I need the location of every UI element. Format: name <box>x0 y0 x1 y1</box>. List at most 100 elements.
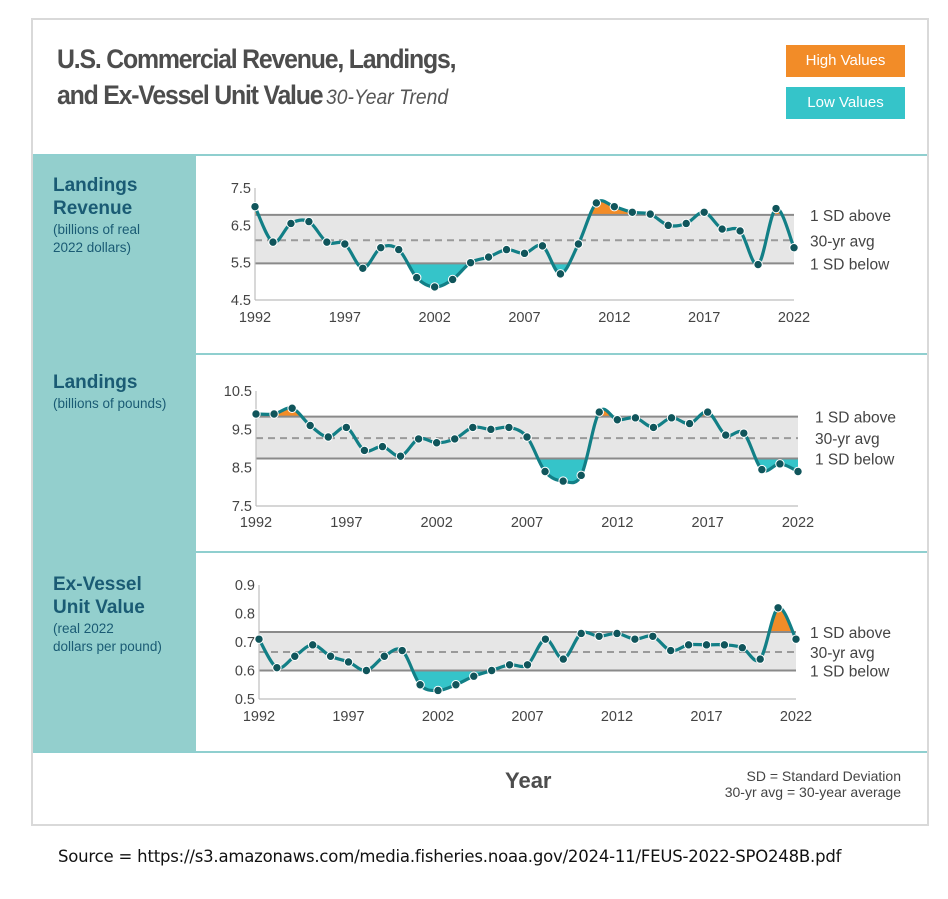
data-point <box>594 631 604 641</box>
data-point <box>412 272 422 283</box>
data-point <box>540 466 550 477</box>
y-tick-label: 7.5 <box>232 499 252 515</box>
data-point <box>323 432 333 442</box>
data-point <box>394 244 404 255</box>
data-point <box>379 651 389 661</box>
data-point <box>451 680 461 690</box>
source-note: Source = https://s3.amazonaws.com/media.… <box>58 847 842 866</box>
data-point <box>789 243 799 253</box>
divider <box>196 353 927 355</box>
data-point <box>757 464 767 475</box>
data-point <box>663 220 673 231</box>
data-point <box>775 459 785 469</box>
data-point <box>735 226 745 236</box>
data-point <box>465 257 476 268</box>
data-point <box>287 403 297 413</box>
data-point <box>341 422 352 433</box>
chart-title-line-2: and Ex-Vessel Unit Value 30-Year Trend <box>57 80 449 110</box>
data-point <box>359 445 370 456</box>
divider <box>33 751 927 753</box>
data-point <box>537 241 548 251</box>
data-point <box>429 282 440 292</box>
data-point <box>487 665 497 676</box>
data-point <box>755 654 765 664</box>
x-tick-label: 2002 <box>419 310 451 326</box>
data-point <box>683 640 694 650</box>
x-tick-label: 1997 <box>329 310 361 326</box>
data-point <box>268 237 278 247</box>
data-point <box>251 409 261 419</box>
panel-unit: (real 2022 dollars per pound) <box>53 621 162 654</box>
data-point <box>254 634 264 644</box>
data-point <box>413 434 424 444</box>
y-tick-label: 10.5 <box>224 384 252 400</box>
y-tick-label: 6.5 <box>231 218 251 234</box>
footnote-sd: SD = Standard Deviation <box>746 768 901 784</box>
reference-label: 1 SD below <box>810 256 890 273</box>
data-point <box>717 224 727 234</box>
data-point <box>358 263 368 273</box>
data-point <box>591 198 602 208</box>
data-point <box>771 203 781 214</box>
panel-name: Landings <box>53 372 138 393</box>
y-tick-label: 9.5 <box>232 422 252 438</box>
x-tick-label: 2017 <box>688 310 720 326</box>
data-point <box>343 657 354 667</box>
reference-label: 1 SD below <box>810 664 890 681</box>
data-point <box>612 415 623 425</box>
data-point <box>483 252 494 262</box>
chart-subtitle: 30-Year Trend <box>326 86 449 109</box>
x-tick-label: 2012 <box>598 310 630 326</box>
panel-unit: (billions of pounds) <box>53 396 167 411</box>
x-axis-title: Year <box>505 768 552 793</box>
data-point <box>395 451 406 461</box>
data-point <box>540 634 551 644</box>
data-point <box>522 432 532 442</box>
data-point <box>773 603 783 613</box>
reference-label: 30-yr avg <box>810 645 875 662</box>
data-point <box>361 665 372 676</box>
y-tick-label: 0.7 <box>235 635 255 651</box>
x-tick-label: 1992 <box>240 515 272 531</box>
data-point <box>290 651 300 661</box>
data-point <box>504 660 515 670</box>
footnote-avg: 30-yr avg = 30-year average <box>724 784 901 800</box>
y-tick-label: 0.9 <box>235 578 255 594</box>
data-point <box>630 413 641 423</box>
low-value-area <box>357 263 759 287</box>
data-point <box>340 239 350 249</box>
data-point <box>519 248 530 259</box>
data-point <box>793 466 803 477</box>
data-point <box>522 660 533 670</box>
data-point <box>501 244 512 255</box>
data-point <box>469 671 479 681</box>
data-point <box>305 420 315 431</box>
data-point <box>558 654 568 664</box>
y-tick-label: 4.5 <box>231 293 251 309</box>
panel-label-unit-value: Ex-Vessel Unit Value (real 2022 dollars pe… <box>53 573 162 656</box>
data-point <box>433 685 443 696</box>
x-tick-label: 2002 <box>421 515 453 531</box>
x-tick-label: 2007 <box>508 310 540 326</box>
data-point <box>468 422 478 433</box>
panel-unit: (billions of real 2022 dollars) <box>53 222 141 255</box>
data-point <box>376 243 386 253</box>
x-tick-label: 1997 <box>330 515 362 531</box>
data-point <box>272 662 282 673</box>
data-point <box>791 634 801 644</box>
data-point <box>415 680 425 690</box>
data-point <box>645 209 655 219</box>
reference-label: 1 SD above <box>810 625 891 642</box>
data-point <box>630 634 640 644</box>
reference-label: 1 SD above <box>810 208 891 225</box>
data-point <box>322 237 332 247</box>
y-tick-label: 0.6 <box>235 664 255 680</box>
data-point <box>308 640 318 650</box>
data-point <box>447 274 458 285</box>
reference-label: 30-yr avg <box>815 431 880 448</box>
y-tick-label: 5.5 <box>231 256 251 272</box>
data-point <box>701 640 712 650</box>
data-point <box>721 430 731 440</box>
